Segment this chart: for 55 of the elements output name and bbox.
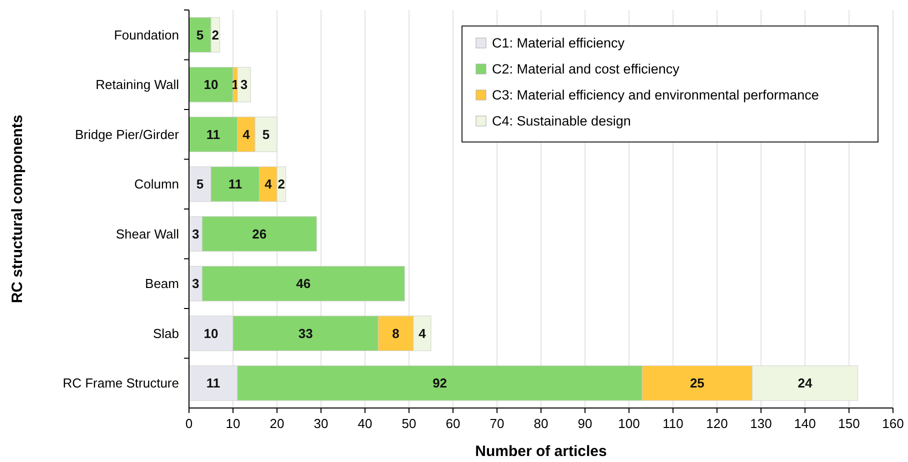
data-label: 3 (240, 77, 248, 92)
y-tick-label: RC Frame Structure (62, 376, 179, 391)
y-tick-label: Column (134, 176, 179, 192)
x-tick-label: 130 (750, 416, 772, 431)
data-label: 92 (432, 376, 448, 391)
data-label: 5 (196, 27, 204, 42)
x-tick-label: 50 (402, 416, 416, 431)
data-label: 24 (798, 376, 813, 391)
x-tick-label: 30 (314, 416, 328, 431)
x-tick-label: 120 (706, 416, 728, 431)
data-label: 5 (196, 176, 204, 192)
data-label: 4 (264, 176, 273, 192)
data-label: 11 (228, 176, 242, 192)
data-label: 26 (252, 226, 267, 242)
legend-label: C1: Material efficiency (492, 36, 625, 51)
data-label: 3 (192, 276, 200, 292)
data-label: 25 (690, 376, 704, 391)
data-label: 2 (212, 27, 220, 42)
x-tick-label: 10 (226, 416, 240, 431)
data-label: 3 (192, 226, 200, 242)
x-tick-label: 160 (882, 416, 904, 431)
data-label: 5 (262, 126, 270, 142)
x-tick-label: 70 (490, 416, 504, 431)
x-tick-label: 40 (358, 416, 372, 431)
data-label: 4 (418, 326, 427, 341)
y-tick-label: Slab (152, 326, 179, 341)
y-tick-label: Foundation (114, 27, 179, 42)
y-axis-title: RC structural components (9, 114, 26, 304)
data-label: 11 (206, 126, 220, 142)
x-tick-label: 150 (838, 416, 860, 431)
data-label: 33 (298, 326, 313, 341)
x-tick-label: 20 (270, 416, 284, 431)
y-tick-label: Shear Wall (116, 226, 180, 242)
y-tick-label: Retaining Wall (96, 77, 180, 92)
data-label: 10 (204, 77, 218, 92)
x-tick-label: 100 (618, 416, 640, 431)
x-tick-label: 110 (662, 416, 684, 431)
data-label: 8 (392, 326, 400, 341)
y-tick-label: Bridge Pier/Girder (74, 126, 180, 142)
data-label: 11 (206, 376, 220, 391)
data-label: 10 (204, 326, 218, 341)
x-axis-title: Number of articles (475, 443, 607, 460)
x-tick-label: 0 (185, 416, 193, 431)
legend-label: C4: Sustainable design (492, 114, 631, 129)
data-label: 46 (296, 276, 311, 292)
x-tick-label: 140 (794, 416, 816, 431)
x-tick-label: 60 (446, 416, 460, 431)
legend-label: C3: Material efficiency and environmental performance (492, 88, 819, 103)
legend-label: C2: Material and cost efficiency (492, 62, 680, 77)
x-tick-label: 90 (578, 416, 592, 431)
bar (188, 66, 234, 102)
data-label: 4 (242, 126, 251, 142)
y-tick-label: Beam (145, 276, 179, 292)
x-tick-label: 80 (534, 416, 548, 431)
data-label: 2 (278, 176, 286, 192)
